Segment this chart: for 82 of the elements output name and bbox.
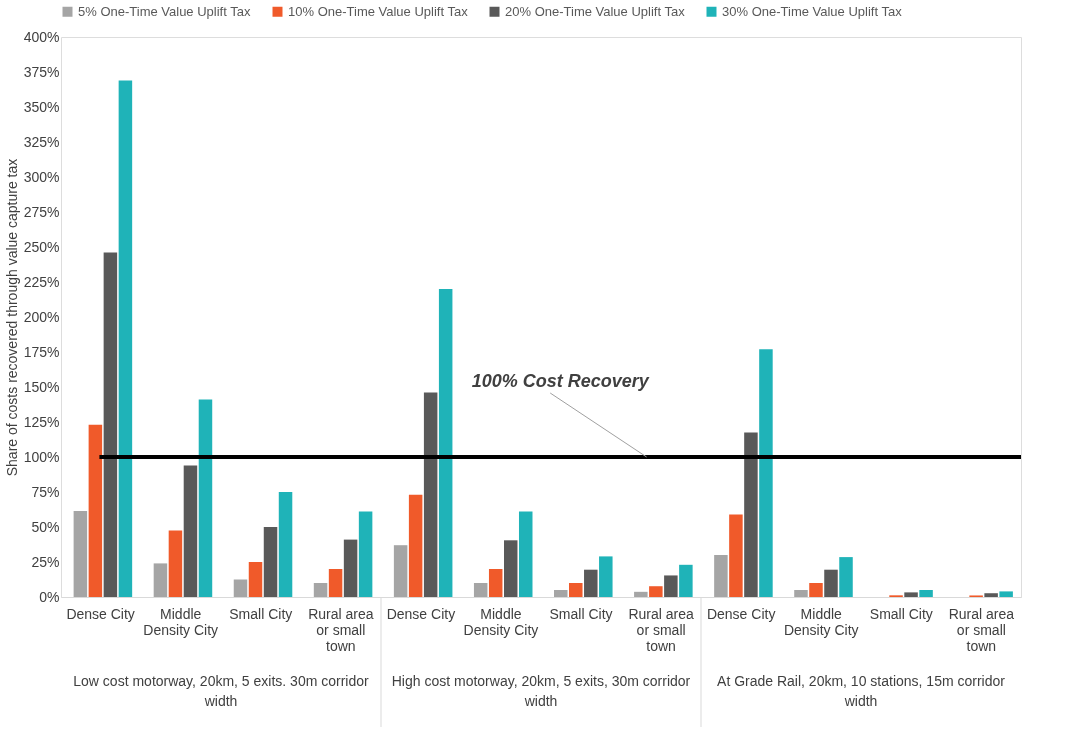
bar: [824, 569, 838, 597]
y-tick-label: 350%: [23, 98, 60, 115]
bar: [408, 494, 423, 597]
bar: [984, 593, 998, 597]
bar: [343, 539, 358, 597]
bar: [759, 349, 773, 597]
y-tick-label: 400%: [23, 28, 60, 45]
x-tick-label: Middle Density City: [783, 605, 859, 638]
bar: [599, 556, 613, 597]
bar: [248, 562, 263, 597]
bar: [584, 569, 598, 597]
x-tick-label: Middle Density City: [463, 605, 539, 638]
bar: [729, 514, 743, 597]
bar: [168, 530, 183, 597]
bar: [153, 563, 168, 597]
bar: [714, 555, 728, 597]
bar: [198, 399, 213, 597]
legend-label: 20% One-Time Value Uplift Tax: [505, 3, 686, 19]
bar: [423, 392, 438, 597]
x-tick-label: Small City: [229, 605, 293, 622]
bar: [393, 545, 408, 597]
x-tick-label: Small City: [869, 605, 933, 622]
legend-label: 5% One-Time Value Uplift Tax: [78, 3, 251, 19]
y-axis-title: Share of costs recovered through value capture tax: [3, 158, 20, 477]
text: Low cost motorway, 20km, 5 exits. 30m corridor width: [73, 673, 370, 709]
x-tick-label: Rural area or small town: [308, 605, 374, 654]
x-tick-label: Dense City: [386, 605, 456, 622]
text: High cost motorway, 20km, 5 exits, 30m corridor width: [391, 673, 691, 709]
bar: [263, 527, 278, 597]
y-tick-label: 325%: [23, 133, 60, 150]
bar: [358, 511, 373, 597]
y-tick-label: 100%: [23, 448, 60, 465]
bar: [744, 432, 758, 597]
bar: [473, 583, 488, 597]
y-tick-label: 125%: [23, 413, 60, 430]
text: At Grade Rail, 20km, 10 stations, 15m corridor width: [717, 673, 1006, 709]
y-tick-label: 0%: [39, 588, 60, 605]
bar: [488, 569, 503, 597]
bar: [278, 492, 293, 597]
x-tick-label: Dense City: [66, 605, 135, 622]
bar: [794, 590, 808, 597]
y-tick-label: 275%: [23, 203, 60, 220]
bar: [73, 510, 88, 597]
bar: [438, 289, 453, 597]
y-tick-label: 300%: [23, 168, 60, 185]
y-tick-label: 200%: [23, 308, 60, 325]
legend-label: 10% One-Time Value Uplift Tax: [288, 3, 469, 19]
bar: [118, 80, 133, 597]
bar: [839, 557, 853, 597]
bar: [634, 591, 648, 597]
bar: [313, 583, 328, 597]
y-tick-label: 225%: [23, 273, 60, 290]
bar: [919, 590, 933, 597]
y-tick-label: 75%: [31, 483, 60, 500]
y-tick-label: 175%: [23, 343, 60, 360]
bar: [88, 424, 103, 597]
bar: [649, 586, 663, 597]
bar: [103, 252, 118, 597]
bar: [664, 575, 678, 597]
x-tick-label: Rural area or small town: [628, 605, 694, 654]
x-tick-label: Rural area or small town: [948, 605, 1015, 654]
bar: [554, 590, 568, 597]
x-tick-label: Dense City: [706, 605, 776, 622]
bar: [183, 465, 198, 597]
x-tick-label: Small City: [549, 605, 613, 622]
ref-line-label: 100% Cost Recovery: [471, 371, 650, 391]
y-tick-label: 150%: [23, 378, 60, 395]
bar: [518, 511, 533, 597]
bar: [904, 592, 918, 597]
bar: [809, 583, 823, 597]
legend-label: 30% One-Time Value Uplift Tax: [722, 3, 903, 19]
x-tick-label: Middle Density City: [143, 605, 219, 638]
y-tick-label: 50%: [31, 518, 60, 535]
bar: [679, 564, 693, 597]
bar: [503, 540, 518, 597]
y-tick-label: 250%: [23, 238, 60, 255]
bar: [569, 583, 583, 597]
y-tick-label: 375%: [23, 63, 60, 80]
bar: [233, 579, 248, 597]
y-tick-label: 25%: [31, 553, 60, 570]
bar: [328, 569, 343, 597]
bar: [999, 591, 1013, 597]
